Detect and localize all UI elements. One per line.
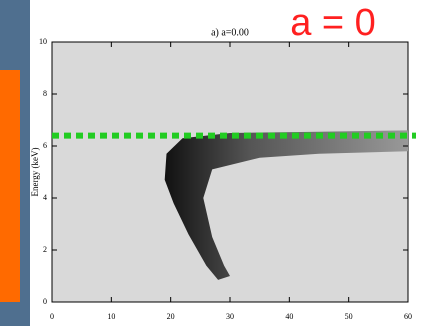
x-tick-label: 50 bbox=[345, 312, 353, 321]
y-axis-label: Energy (keV) bbox=[30, 147, 40, 196]
y-tick-label: 10 bbox=[39, 37, 47, 46]
x-tick-label: 40 bbox=[285, 312, 293, 321]
chart-title: a) a=0.00 bbox=[211, 27, 249, 38]
y-tick-label: 8 bbox=[43, 89, 47, 98]
y-tick-label: 4 bbox=[43, 193, 47, 202]
annotation: a = 0 bbox=[290, 2, 376, 44]
plot-area bbox=[51, 41, 409, 303]
x-tick-label: 30 bbox=[226, 312, 234, 321]
x-tick-label: 10 bbox=[107, 312, 115, 321]
x-tick-label: 60 bbox=[404, 312, 412, 321]
y-tick-label: 0 bbox=[43, 297, 47, 306]
side-label-box bbox=[0, 70, 20, 302]
intensity-image bbox=[164, 130, 408, 280]
y-tick-label: 6 bbox=[43, 141, 47, 150]
x-tick-label: 0 bbox=[50, 312, 54, 321]
x-tick-label: 20 bbox=[167, 312, 175, 321]
y-tick-label: 2 bbox=[43, 245, 47, 254]
